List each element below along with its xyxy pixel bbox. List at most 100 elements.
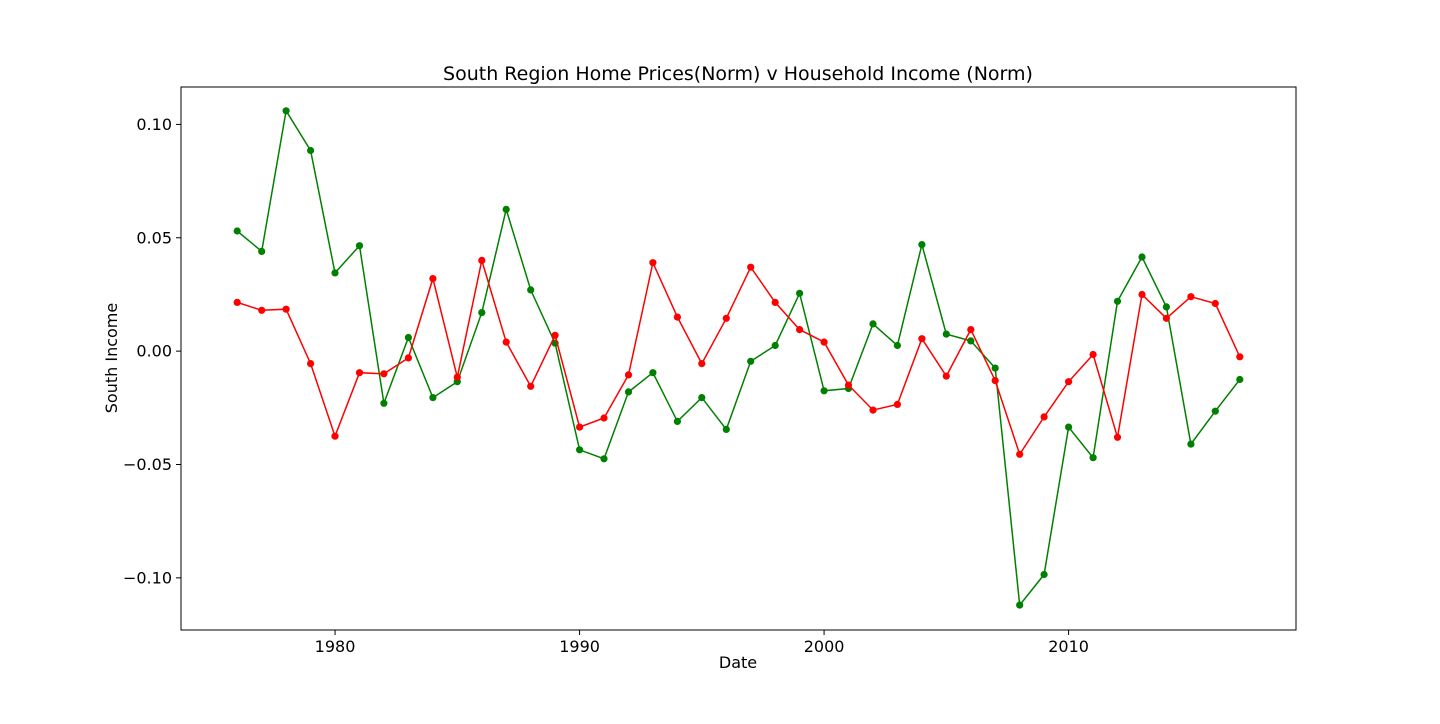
series-1-point	[918, 241, 926, 249]
series-2-point	[1113, 433, 1122, 441]
series-2-point	[331, 432, 339, 440]
x-axis-title: Date	[719, 653, 757, 672]
series-2-point	[282, 305, 290, 313]
series-1-point	[991, 364, 999, 372]
series-1-point	[1187, 440, 1195, 448]
series-2-point	[429, 275, 437, 283]
series-2-point	[1138, 290, 1146, 299]
y-tick-label: −0.10	[123, 568, 172, 587]
series-layer	[233, 107, 1244, 609]
series-2-point	[502, 338, 510, 346]
x-tick-label: 1980	[315, 637, 356, 656]
y-tick-label: 0.10	[136, 115, 172, 134]
y-axis-title: South Income	[102, 303, 121, 413]
series-1-point	[942, 330, 950, 338]
x-tick-label: 2000	[804, 637, 845, 656]
series-1-point	[649, 369, 657, 377]
series-2-point	[404, 354, 412, 362]
series-2-point	[1089, 350, 1097, 359]
series-1-point	[1236, 375, 1244, 384]
series-2-point	[649, 259, 657, 267]
series-2-point	[1016, 450, 1024, 458]
series-2-point	[722, 314, 730, 322]
series-2-point	[624, 371, 633, 379]
series-2-point	[942, 372, 950, 380]
series-1-point	[673, 417, 682, 425]
series-1	[233, 107, 1244, 609]
series-1-point	[1211, 407, 1219, 415]
series-2-point	[1236, 353, 1244, 361]
plot-frame	[180, 86, 1297, 631]
series-2-point	[576, 423, 584, 431]
series-1-point	[1162, 303, 1170, 311]
series-2-point	[967, 326, 975, 334]
series-1-point	[576, 446, 584, 454]
series-1-point	[282, 107, 290, 115]
series-2	[233, 256, 1244, 458]
series-2-point	[1065, 378, 1073, 386]
series-2-point	[698, 360, 706, 368]
series-1-point	[1065, 423, 1073, 431]
series-1-point	[258, 247, 266, 255]
series-2-point	[869, 406, 877, 414]
series-2-point	[844, 381, 853, 389]
series-1-point	[698, 394, 706, 402]
series-2-point	[991, 377, 999, 385]
series-1-point	[404, 333, 412, 342]
series-2-point	[453, 373, 461, 381]
y-tick-label: 0.00	[136, 342, 172, 361]
series-2-point	[1187, 293, 1195, 301]
series-1-point	[600, 455, 608, 463]
series-2-point	[1162, 314, 1170, 322]
series-1-point	[1113, 297, 1122, 305]
series-1-point	[796, 289, 804, 297]
series-2-point	[1040, 413, 1048, 421]
series-2-point	[527, 382, 535, 390]
series-1-point	[771, 341, 779, 350]
series-2-point	[355, 369, 364, 377]
series-1-point	[869, 320, 877, 328]
series-1-point	[355, 242, 364, 250]
series-1-point	[380, 399, 388, 407]
series-1-point	[1138, 253, 1146, 261]
series-1-point	[722, 425, 730, 433]
series-1-point	[1040, 570, 1048, 579]
series-1-point	[429, 394, 437, 402]
series-2-point	[233, 298, 241, 306]
series-2-point	[673, 313, 682, 321]
y-tick-label: 0.05	[136, 228, 172, 247]
series-2-point	[1211, 299, 1219, 308]
series-1-point	[967, 337, 975, 345]
series-1-point	[502, 205, 510, 213]
series-1-point	[1089, 454, 1097, 462]
series-2-point	[258, 306, 266, 314]
series-2-point	[796, 326, 804, 334]
series-1-point	[527, 286, 535, 294]
series-2-point	[307, 360, 315, 368]
y-tick-label: −0.05	[123, 455, 172, 474]
series-1-point	[624, 388, 633, 396]
series-2-point	[918, 335, 926, 343]
series-2-point	[820, 338, 828, 346]
x-axis-ticks: 1980 1990 2000 2010	[315, 630, 1089, 656]
series-2-point	[747, 263, 755, 271]
series-2-point	[600, 414, 608, 422]
series-1-point	[307, 146, 315, 155]
y-axis-ticks: −0.10 −0.05 0.00 0.05 0.10	[123, 115, 181, 587]
series-1-point	[478, 309, 486, 317]
x-tick-label: 2010	[1048, 637, 1089, 656]
series-2-point	[893, 400, 902, 408]
series-2-line	[236, 260, 1241, 457]
series-2-point	[551, 331, 559, 339]
series-1-point	[233, 227, 241, 235]
series-1-point	[1016, 601, 1024, 609]
series-1-point	[747, 357, 755, 365]
series-1-line	[236, 108, 1241, 608]
series-1-point	[893, 341, 902, 350]
series-2-point	[478, 256, 486, 264]
chart-title: South Region Home Prices(Norm) v Househo…	[443, 63, 1033, 85]
series-2-point	[380, 370, 388, 378]
